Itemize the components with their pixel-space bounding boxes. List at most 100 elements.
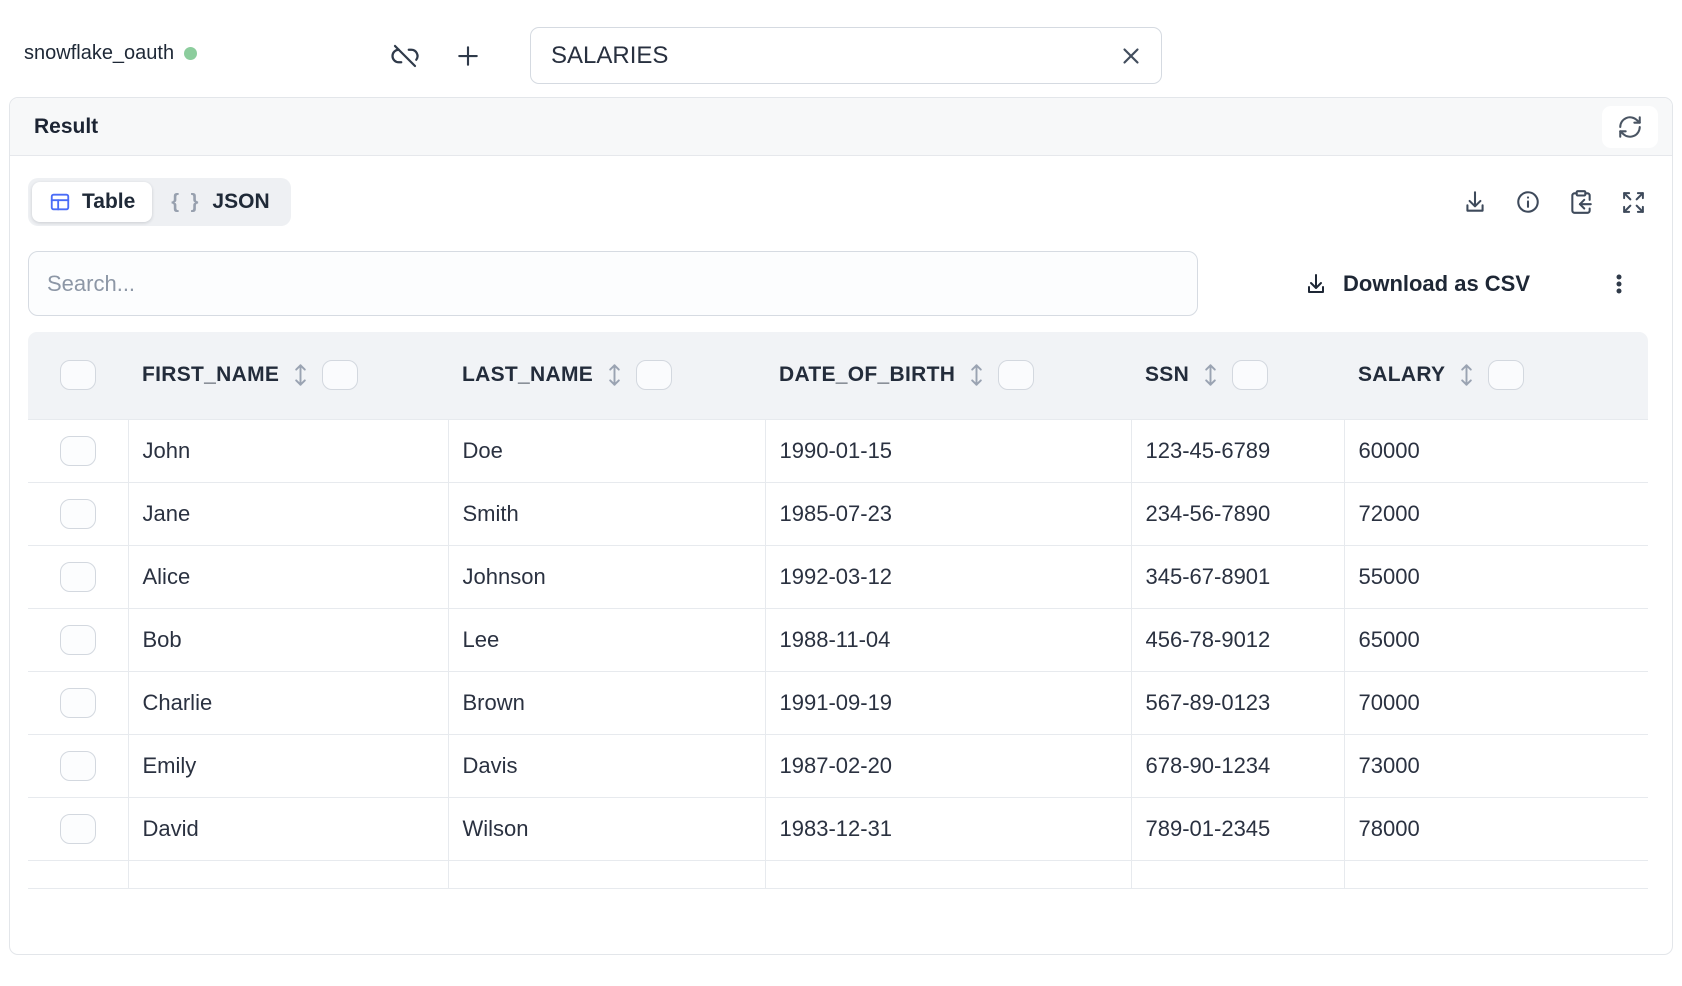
download-csv-label: Download as CSV — [1343, 270, 1531, 296]
kebab-menu-icon — [1606, 271, 1632, 297]
view-tabs: Table { } JSON — [28, 178, 291, 226]
sort-icon[interactable] — [608, 361, 621, 389]
column-label: LAST_NAME — [462, 363, 594, 387]
column-checkbox[interactable] — [322, 360, 359, 391]
row-select-cell[interactable] — [28, 734, 129, 798]
cell-first_name: Emily — [128, 734, 449, 798]
column-header-last_name[interactable]: LAST_NAME — [448, 332, 765, 420]
column-checkbox[interactable] — [998, 360, 1035, 391]
download-icon — [1462, 189, 1488, 215]
cell-last_name: Lee — [448, 608, 766, 672]
cell-ssn: 567-89-0123 — [1131, 671, 1345, 735]
table-grid-icon — [49, 191, 71, 213]
cell-salary: 78000 — [1344, 797, 1648, 861]
cell-ssn: 789-01-2345 — [1131, 797, 1345, 861]
row-checkbox[interactable] — [59, 750, 96, 781]
cell-first_name: Charlie — [128, 671, 449, 735]
cell-ssn: 234-56-7890 — [1131, 482, 1345, 546]
tab-json[interactable]: { } JSON — [154, 182, 286, 222]
search-input[interactable] — [28, 251, 1198, 316]
refresh-icon — [1617, 114, 1643, 140]
copy-to-clipboard-button[interactable] — [1568, 189, 1594, 215]
connection-indicator[interactable]: snowflake_oauth — [24, 42, 198, 65]
row-checkbox[interactable] — [59, 561, 96, 592]
status-dot — [184, 47, 198, 60]
tab-json-label: JSON — [212, 190, 270, 213]
cell-salary: 72000 — [1344, 482, 1648, 546]
cell-first_name: Bob — [128, 608, 449, 672]
row-checkbox[interactable] — [59, 435, 96, 466]
table-body: John Doe 1990-01-15 123-45-6789 60000 Jane Smi… — [28, 419, 1648, 889]
sort-icon[interactable] — [294, 361, 307, 389]
add-tab-button[interactable] — [452, 40, 484, 72]
close-icon — [1118, 43, 1144, 69]
cell-date_of_birth: 1985-07-23 — [765, 482, 1132, 546]
row-select-cell[interactable] — [28, 545, 129, 609]
download-icon — [1304, 272, 1328, 296]
sort-icon[interactable] — [1460, 361, 1473, 389]
cell-salary: 70000 — [1344, 671, 1648, 735]
result-table: FIRST_NAME LAST_NAME DATE_OF_BIRTH SSN SALAR… — [28, 332, 1648, 889]
cell-salary: 73000 — [1344, 734, 1648, 798]
row-select-cell[interactable] — [28, 482, 129, 546]
cell-date_of_birth: 1992-03-12 — [765, 545, 1132, 609]
plus-icon — [453, 41, 483, 71]
column-label: DATE_OF_BIRTH — [779, 363, 956, 387]
column-checkbox[interactable] — [1232, 360, 1269, 391]
row-checkbox[interactable] — [59, 624, 96, 655]
row-checkbox[interactable] — [59, 687, 96, 718]
cell-first_name: Alice — [128, 545, 449, 609]
sort-icon[interactable] — [970, 361, 983, 389]
column-checkbox[interactable] — [1488, 360, 1525, 391]
cell-last_name: Doe — [448, 419, 766, 483]
table-row: Alice Johnson 1992-03-12 345-67-8901 55000 — [28, 545, 1648, 609]
tab-table[interactable]: Table — [32, 182, 153, 222]
cell-first_name: David — [128, 797, 449, 861]
download-button[interactable] — [1462, 189, 1488, 215]
table-row: Charlie Brown 1991-09-19 567-89-0123 70000 — [28, 671, 1648, 735]
sort-icon[interactable] — [1204, 361, 1217, 389]
cell-date_of_birth: 1987-02-20 — [765, 734, 1132, 798]
table-name-input[interactable] — [549, 40, 1115, 71]
table-row-partial — [28, 860, 1648, 889]
cell-ssn: 123-45-6789 — [1131, 419, 1345, 483]
more-options-button[interactable] — [1606, 271, 1632, 297]
row-select-cell[interactable] — [28, 671, 129, 735]
download-csv-button[interactable]: Download as CSV — [1304, 271, 1530, 297]
row-select-cell[interactable] — [28, 797, 129, 861]
cell-date_of_birth: 1988-11-04 — [765, 608, 1132, 672]
info-icon — [1515, 189, 1541, 215]
column-label: FIRST_NAME — [142, 363, 280, 387]
cell-salary: 65000 — [1344, 608, 1648, 672]
cell-date_of_birth: 1983-12-31 — [765, 797, 1132, 861]
cell-date_of_birth: 1990-01-15 — [765, 419, 1132, 483]
column-header-date_of_birth[interactable]: DATE_OF_BIRTH — [765, 332, 1131, 420]
row-select-cell[interactable] — [28, 608, 129, 672]
select-all-header[interactable] — [28, 332, 128, 420]
select-all-checkbox[interactable] — [60, 360, 96, 391]
cell-salary: 60000 — [1344, 419, 1648, 483]
refresh-button[interactable] — [1602, 105, 1658, 148]
expand-button[interactable] — [1621, 190, 1646, 215]
row-checkbox[interactable] — [59, 813, 96, 844]
column-checkbox[interactable] — [636, 360, 673, 391]
cell-first_name: John — [128, 419, 449, 483]
column-header-first_name[interactable]: FIRST_NAME — [128, 332, 448, 420]
info-button[interactable] — [1515, 189, 1541, 215]
connection-name: snowflake_oauth — [24, 42, 175, 64]
expand-icon — [1621, 190, 1646, 215]
result-header-bar: Result — [10, 98, 1672, 156]
clipboard-copy-icon — [1568, 189, 1594, 215]
panel-title: Result — [34, 114, 99, 138]
result-panel: Result Table — [9, 97, 1673, 955]
disconnect-button[interactable] — [389, 40, 421, 72]
table-name-field — [530, 27, 1162, 84]
row-select-cell[interactable] — [28, 419, 129, 483]
column-header-salary[interactable]: SALARY — [1344, 332, 1648, 420]
clear-table-name-button[interactable] — [1115, 40, 1147, 72]
table-row: John Doe 1990-01-15 123-45-6789 60000 — [28, 419, 1648, 483]
cell-ssn: 678-90-1234 — [1131, 734, 1345, 798]
cell-first_name: Jane — [128, 482, 449, 546]
column-header-ssn[interactable]: SSN — [1131, 332, 1344, 420]
row-checkbox[interactable] — [59, 498, 96, 529]
